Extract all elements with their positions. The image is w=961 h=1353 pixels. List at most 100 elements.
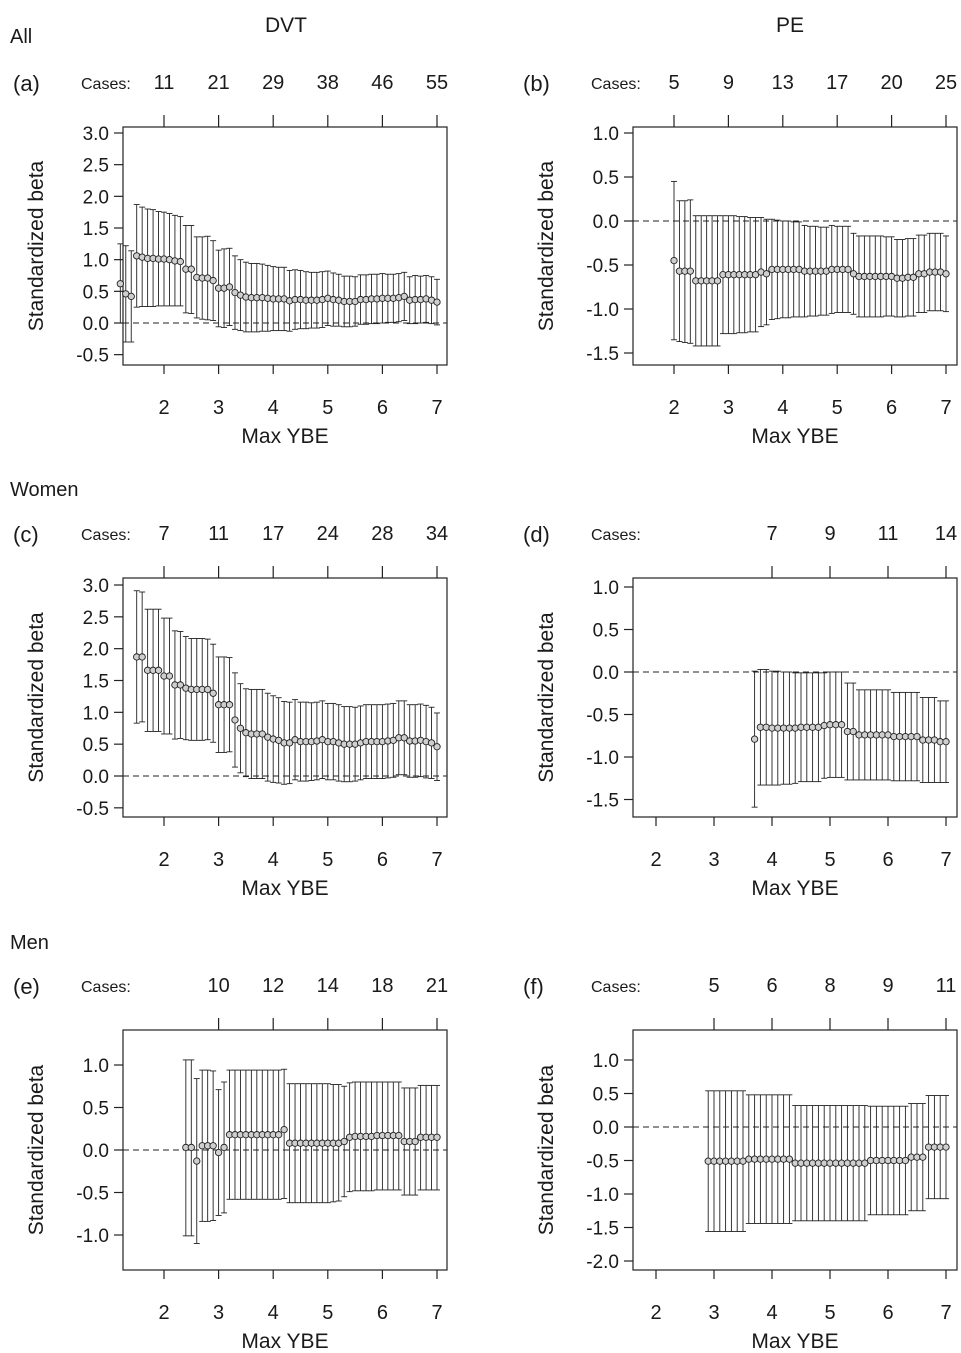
y-tick-label-b: -1.5 bbox=[586, 344, 619, 365]
cases-tick-label-e: 21 bbox=[426, 975, 448, 997]
x-tick-label-e: 3 bbox=[213, 1302, 224, 1324]
data-point-b bbox=[942, 270, 950, 278]
data-point-f bbox=[861, 1159, 869, 1167]
data-point-c bbox=[433, 743, 441, 751]
data-point-a bbox=[225, 283, 234, 291]
x-tick-label-c: 5 bbox=[322, 849, 333, 871]
y-tick-label-c: 1.5 bbox=[83, 672, 109, 693]
y-tick-label-e: -1.0 bbox=[76, 1226, 109, 1247]
y-axis-label-f: Standardized beta bbox=[535, 1064, 558, 1235]
data-point-c bbox=[231, 716, 239, 724]
x-tick-label-b: 5 bbox=[832, 397, 843, 419]
cases-tick-label-e: 10 bbox=[207, 975, 229, 997]
x-tick-label-a: 2 bbox=[158, 397, 169, 419]
y-tick-label-b: 0.5 bbox=[593, 168, 619, 189]
x-tick-label-b: 7 bbox=[940, 397, 951, 419]
x-tick-label-e: 7 bbox=[431, 1302, 442, 1324]
data-point-d bbox=[942, 738, 950, 746]
data-point-d bbox=[762, 723, 770, 731]
x-axis-label-d: Max YBE bbox=[751, 877, 838, 900]
cases-label-e: Cases: bbox=[81, 979, 131, 996]
x-tick-label-c: 4 bbox=[268, 849, 279, 871]
x-axis-label-c: Max YBE bbox=[241, 877, 328, 900]
cases-tick-label-c: 28 bbox=[371, 523, 393, 545]
x-tick-label-f: 6 bbox=[882, 1302, 893, 1324]
data-point-e bbox=[275, 1131, 283, 1139]
data-point-d bbox=[837, 721, 846, 729]
data-point-e bbox=[187, 1143, 195, 1152]
cases-tick-label-c: 11 bbox=[208, 523, 229, 545]
cases-label-f: Cases: bbox=[591, 979, 641, 996]
y-tick-label-a: 3.0 bbox=[83, 124, 109, 145]
x-tick-label-d: 7 bbox=[940, 849, 951, 871]
data-point-b bbox=[844, 265, 852, 274]
y-tick-label-a: 2.0 bbox=[83, 187, 109, 208]
data-point-a bbox=[127, 292, 135, 301]
x-tick-label-b: 3 bbox=[723, 397, 734, 419]
cases-tick-label-f: 11 bbox=[936, 975, 957, 997]
x-tick-label-e: 5 bbox=[322, 1302, 333, 1324]
cases-tick-label-a: 21 bbox=[207, 72, 229, 94]
y-tick-label-d: -1.0 bbox=[586, 748, 619, 769]
cases-tick-label-c: 7 bbox=[158, 523, 169, 545]
plot-frame-d bbox=[632, 577, 958, 818]
plot-frame-a bbox=[122, 126, 448, 366]
y-tick-label-a: 2.5 bbox=[83, 156, 109, 177]
y-axis-label-a: Standardized beta bbox=[25, 160, 48, 331]
data-point-d bbox=[913, 732, 921, 741]
data-point-c bbox=[285, 739, 294, 747]
x-tick-label-d: 5 bbox=[824, 849, 835, 871]
y-tick-label-e: 0.0 bbox=[83, 1141, 109, 1162]
y-tick-label-a: 0.0 bbox=[83, 314, 109, 335]
x-tick-label-d: 2 bbox=[650, 849, 661, 871]
cases-tick-label-b: 20 bbox=[880, 72, 902, 94]
data-point-e bbox=[220, 1143, 228, 1152]
data-point-b bbox=[909, 273, 918, 281]
column-header-dvt: DVT bbox=[265, 14, 307, 37]
x-tick-label-f: 4 bbox=[766, 1302, 777, 1324]
y-tick-label-d: 0.0 bbox=[593, 663, 619, 684]
data-point-e bbox=[411, 1137, 419, 1146]
plot-frame-c bbox=[122, 577, 448, 818]
cases-tick-label-e: 18 bbox=[371, 975, 393, 997]
x-tick-label-a: 4 bbox=[268, 397, 279, 419]
cases-tick-label-a: 55 bbox=[426, 72, 448, 94]
data-point-c bbox=[176, 681, 185, 689]
data-point-f bbox=[919, 1153, 927, 1161]
data-point-a bbox=[116, 280, 124, 288]
x-tick-label-c: 7 bbox=[431, 849, 442, 871]
x-tick-label-c: 3 bbox=[213, 849, 224, 871]
cases-label-c: Cases: bbox=[81, 527, 131, 544]
x-tick-label-e: 2 bbox=[158, 1302, 169, 1324]
cases-tick-label-f: 6 bbox=[766, 975, 777, 997]
data-point-e bbox=[433, 1133, 441, 1141]
y-tick-label-a: 1.5 bbox=[83, 219, 109, 240]
x-axis-label-e: Max YBE bbox=[241, 1330, 328, 1353]
y-tick-label-d: 0.5 bbox=[593, 621, 619, 642]
data-point-a bbox=[433, 298, 441, 306]
y-tick-label-e: -0.5 bbox=[76, 1184, 109, 1205]
data-point-b bbox=[670, 256, 678, 265]
y-tick-label-c: -0.5 bbox=[76, 799, 109, 820]
x-axis-label-b: Max YBE bbox=[751, 425, 838, 448]
data-point-c bbox=[236, 724, 245, 732]
panel-label-a: (a) bbox=[13, 71, 40, 96]
cases-label-b: Cases: bbox=[591, 76, 641, 93]
y-tick-label-f: -2.0 bbox=[586, 1252, 619, 1273]
data-point-f bbox=[942, 1143, 950, 1151]
cases-tick-label-e: 14 bbox=[317, 975, 339, 997]
y-tick-label-e: 1.0 bbox=[83, 1056, 109, 1077]
data-point-c bbox=[400, 734, 408, 742]
y-tick-label-c: 0.0 bbox=[83, 767, 109, 788]
cases-tick-label-d: 11 bbox=[878, 523, 899, 545]
data-point-c bbox=[209, 689, 217, 697]
y-tick-label-a: -0.5 bbox=[76, 346, 109, 367]
data-point-f bbox=[901, 1156, 910, 1165]
cases-tick-label-f: 8 bbox=[824, 975, 835, 997]
y-tick-label-f: 0.0 bbox=[593, 1118, 619, 1139]
y-axis-label-b: Standardized beta bbox=[535, 160, 558, 331]
y-tick-label-f: -1.5 bbox=[586, 1219, 619, 1240]
data-point-e bbox=[193, 1157, 201, 1165]
data-point-c bbox=[225, 701, 234, 709]
cases-tick-label-c: 17 bbox=[262, 523, 284, 545]
